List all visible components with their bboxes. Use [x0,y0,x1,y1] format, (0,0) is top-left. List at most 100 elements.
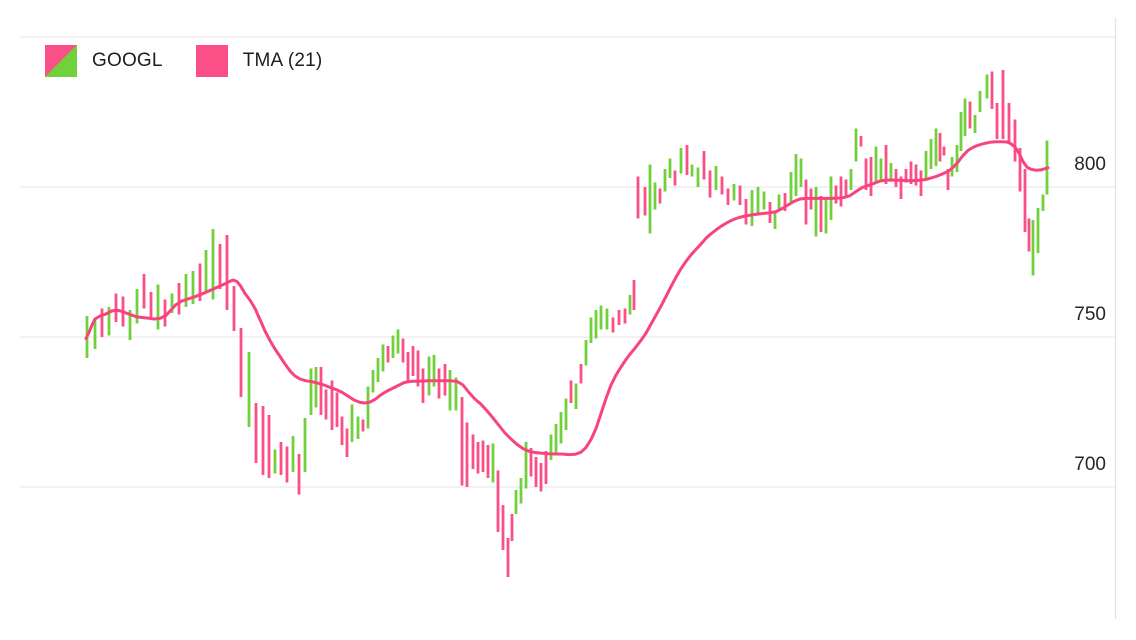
price-bar [924,151,928,181]
price-bar [879,158,883,180]
price-bar [919,170,923,196]
price-bar [427,356,431,396]
price-bar [990,71,994,109]
price-bar [481,440,485,472]
price-bar [658,188,662,204]
price-bar [437,368,441,399]
price-bar [756,187,760,214]
price-bar [673,170,677,186]
price-bar [744,199,748,225]
price-bar [232,286,236,331]
price-bar [465,422,469,487]
price-bar [534,457,538,487]
legend-item-googl[interactable]: GOOGL [45,45,163,77]
price-bar [211,229,215,300]
price-bar [1036,208,1040,253]
price-bar [267,415,271,478]
price-bar [668,158,672,178]
price-bar [653,182,657,210]
price-bar [702,151,706,180]
price-bar [643,187,647,216]
price-bar [491,443,495,483]
price-bar [416,350,420,387]
price-bar [904,169,908,183]
price-bar [611,317,615,333]
price-bar [973,115,977,133]
price-bar [783,193,787,211]
price-bar [114,293,118,322]
price-bar [732,184,736,201]
price-bar [824,199,828,234]
price-bar [454,377,458,411]
price-bar [319,367,323,415]
price-bar [544,451,548,484]
price-bar [100,308,104,337]
price-bar [135,289,139,324]
price-bar [617,310,621,325]
price-bar [386,346,390,363]
price-bar [869,157,873,196]
price-bar [335,392,339,427]
price-bar [985,74,989,99]
price-bar [191,271,195,304]
price-bar [254,403,258,463]
price-bar [324,389,328,420]
price-bar [149,292,153,319]
price-bar [623,308,627,324]
price-bar [350,404,354,442]
price-bar [899,176,903,199]
price-bar [929,139,933,169]
price-bar [486,445,490,478]
price-bar [726,188,730,205]
price-bar [239,328,243,397]
price-bar [995,103,999,139]
price-bar [859,136,863,147]
price-bar [839,176,843,207]
price-bar [814,187,818,237]
price-bar [569,380,573,403]
price-bar [93,319,97,349]
price-bar [1013,119,1017,162]
price-bar [1027,218,1031,252]
legend-item-tma[interactable]: TMA (21) [195,45,323,77]
price-bar [421,368,425,403]
price-bar [564,398,568,430]
price-bar [218,244,222,289]
price-bar [406,352,410,382]
y-axis-label-800: 800 [1074,154,1106,175]
price-bar [978,91,982,112]
price-bar [247,352,251,427]
price-bar [170,293,174,313]
price-bar [750,190,754,226]
price-bar [303,418,307,472]
price-bar [594,310,598,339]
price-bar [501,505,505,550]
price-bar [471,434,475,469]
price-bar [777,194,781,210]
price-bar [849,169,853,190]
price-bar [554,424,558,454]
googl-split-swatch-icon [45,45,77,77]
price-bar [1001,70,1005,139]
price-bar [955,145,959,172]
price-bar [942,146,946,156]
price-bar [261,406,265,475]
price-bar [628,295,632,315]
price-bar [894,169,898,187]
price-bar [773,212,777,229]
price-bar [376,358,380,382]
price-bar [524,442,528,489]
price-bar [204,250,208,292]
price-bar [391,335,395,358]
price-bar [834,185,838,204]
price-bar [549,434,553,460]
price-bar [794,154,798,196]
price-bar [184,274,188,307]
price-bar [720,176,724,195]
price-bar [589,317,593,343]
price-bar [844,179,848,198]
legend-label-tma: TMA (21) [242,50,323,71]
price-bar [789,172,793,202]
